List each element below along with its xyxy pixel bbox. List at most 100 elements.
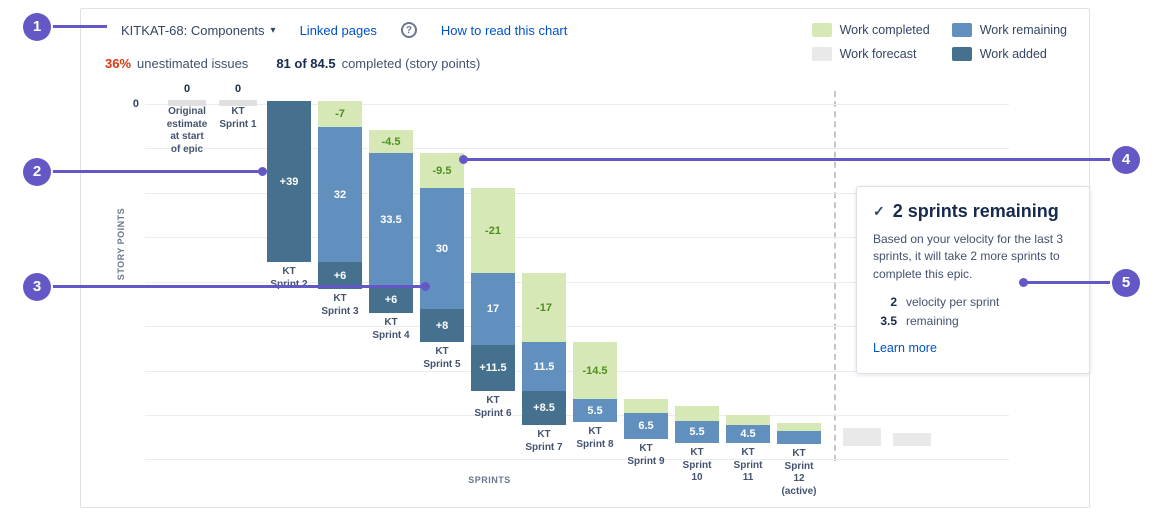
plot-area: STORY POINTS 0 SPRINTS 0 Original estimate…	[81, 9, 1089, 507]
gridline	[145, 237, 1009, 238]
bar-segment-completed[interactable]: -9.5	[420, 153, 464, 188]
bar-segment-value: -21	[485, 224, 501, 237]
forecast-bar[interactable]	[843, 428, 881, 446]
bar-segment-value: +6	[333, 269, 347, 282]
bar-category-label: KT Sprint 8	[576, 426, 614, 450]
epic-stats: 36% unestimated issues 81 of 84.5 comple…	[105, 56, 480, 71]
callout-3-dot	[421, 282, 430, 291]
completed-value: 81 of 84.5	[276, 56, 336, 71]
bar-segment-value: +11.5	[479, 362, 507, 374]
bar-category-label: KT Sprint 12 (active)	[781, 448, 817, 497]
callout-2-dot	[258, 167, 267, 176]
legend-label: Work forecast	[839, 47, 917, 61]
bar-segment-completed[interactable]	[624, 399, 668, 413]
tooltip-title: 2 sprints remaining	[892, 201, 1059, 221]
callout-1-line	[51, 25, 107, 28]
legend-label: Work added	[979, 47, 1047, 61]
legend-swatch-icon	[811, 23, 832, 37]
bar-segment-value: 33.5	[380, 213, 402, 226]
bar-segment-completed[interactable]	[777, 423, 821, 431]
gridline	[145, 459, 1009, 460]
tooltip-stat-row: 3.5 remaining	[873, 314, 1073, 328]
bar-segment-remaining[interactable]: 17	[471, 273, 515, 345]
check-icon: ✓	[873, 203, 885, 219]
bar-segment-completed[interactable]: -17	[522, 273, 566, 342]
bar-category-label: KT Sprint 11	[733, 447, 763, 483]
bar-segment-value: 4.5	[740, 428, 756, 440]
forecast-bar[interactable]	[893, 433, 931, 446]
bar-segment-value: -17	[536, 301, 552, 314]
callout-1-badge: 1	[23, 13, 51, 41]
bar-segment-added[interactable]: +11.5	[471, 345, 515, 391]
tooltip-stat-label: remaining	[906, 314, 959, 329]
bar-segment-value: 17	[486, 303, 500, 315]
bar-segment-remaining[interactable]: 4.5	[726, 425, 770, 443]
callout-3-badge: 3	[23, 273, 51, 301]
bar-category-label: KT Sprint 9	[627, 443, 665, 467]
callout-4-dot	[459, 155, 468, 164]
bar-segment-completed[interactable]	[675, 406, 719, 421]
bar-segment-value: 11.5	[533, 360, 555, 373]
legend: Work completed Work remaining Work forecas…	[811, 23, 1067, 61]
unestimated-percent: 36%	[105, 56, 132, 71]
bar-zero-marker	[219, 100, 257, 106]
tooltip-stat-value: 3.5	[880, 314, 897, 329]
bar-segment-value: 6.5	[638, 420, 654, 432]
bar-segment-remaining[interactable]: 5.5	[573, 399, 617, 422]
how-to-read-link[interactable]: How to read this chart	[440, 22, 568, 38]
bar-segment-remaining[interactable]: 32	[318, 127, 362, 262]
bar-category-label: KT Sprint 6	[474, 395, 512, 419]
bar-category-label: KT Sprint 5	[423, 346, 461, 370]
bar-segment-remaining[interactable]	[777, 431, 821, 444]
legend-item: Work forecast	[811, 47, 930, 61]
bar-zero-value: 0	[183, 83, 191, 95]
bar-segment-value: 30	[435, 242, 449, 255]
bar-segment-completed[interactable]	[726, 415, 770, 425]
gridline	[145, 282, 1009, 283]
bar-segment-added[interactable]: +8	[420, 309, 464, 342]
bar-segment-value: 32	[333, 188, 347, 201]
bar-segment-completed[interactable]: -21	[471, 188, 515, 273]
bar-segment-remaining[interactable]: 5.5	[675, 421, 719, 443]
forecast-tooltip-panel: ✓ 2 sprints remaining Based on your velo…	[856, 186, 1090, 375]
y-axis-label: STORY POINTS	[116, 207, 126, 281]
tooltip-stats: 2 velocity per sprint 3.5 remaining	[873, 295, 1073, 328]
forecast-divider-line	[834, 91, 836, 461]
bar-segment-added[interactable]: +6	[369, 286, 413, 313]
epic-report-panel: KITKAT-68: Components ▾ Linked pages ? H…	[80, 8, 1090, 508]
callout-5-dot	[1019, 278, 1028, 287]
bar-segment-completed[interactable]: -4.5	[369, 130, 413, 153]
bar-segment-value: -7	[335, 108, 345, 120]
bar-segment-value: -9.5	[432, 164, 452, 177]
bar-segment-remaining[interactable]: 33.5	[369, 153, 413, 286]
epic-selector-dropdown[interactable]: KITKAT-68: Components ▾	[121, 23, 276, 38]
bar-segment-added[interactable]: +39	[267, 101, 311, 262]
tooltip-stat-value: 2	[890, 295, 897, 310]
gridline	[145, 326, 1009, 327]
callout-5-badge: 5	[1112, 269, 1140, 297]
legend-swatch-icon	[951, 23, 972, 37]
bar-segment-value: +39	[279, 175, 299, 188]
bar-category-label: KT Sprint 1	[219, 106, 257, 130]
bar-segment-value: -4.5	[381, 135, 401, 148]
tooltip-body: Based on your velocity for the last 3 sp…	[873, 232, 1064, 281]
bar-segment-added[interactable]: +6	[318, 262, 362, 289]
bar-segment-value: 5.5	[587, 404, 603, 417]
bar-category-label: KT Sprint 3	[321, 293, 359, 317]
callout-4-line	[464, 158, 1112, 161]
legend-swatch-icon	[811, 47, 832, 61]
bar-segment-completed[interactable]: -14.5	[573, 342, 617, 399]
legend-label: Work completed	[839, 23, 930, 37]
legend-label: Work remaining	[979, 23, 1067, 37]
help-icon[interactable]: ?	[400, 22, 417, 38]
bar-segment-remaining[interactable]: 6.5	[624, 413, 668, 439]
learn-more-link[interactable]: Learn more	[873, 341, 937, 356]
linked-pages-link[interactable]: Linked pages	[299, 22, 377, 38]
completed-label: completed (story points)	[341, 56, 481, 71]
bar-segment-added[interactable]: +8.5	[522, 391, 566, 425]
bar-segment-remaining[interactable]: 11.5	[522, 342, 566, 391]
bar-zero-value: 0	[234, 83, 242, 95]
y-axis-tick-zero: 0	[132, 98, 139, 110]
bar-category-label: KT Sprint 2	[270, 266, 308, 290]
bar-segment-completed[interactable]: -7	[318, 101, 362, 127]
